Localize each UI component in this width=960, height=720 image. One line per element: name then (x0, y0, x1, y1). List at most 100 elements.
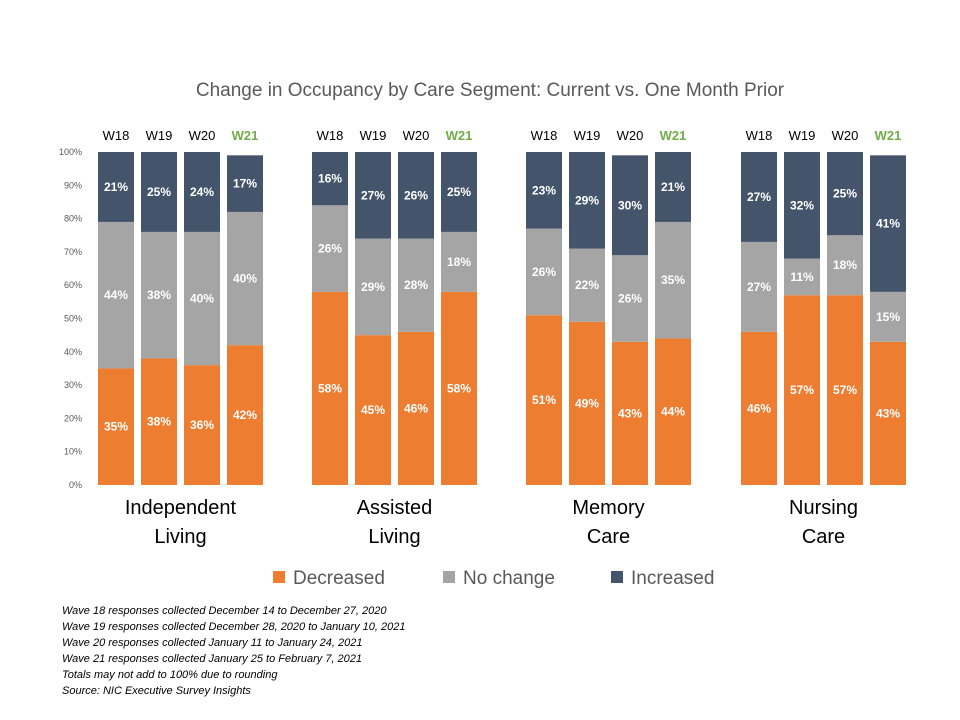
wave-label: W18 (103, 128, 130, 143)
y-tick-label: 80% (64, 214, 82, 224)
bar-data-label: 38% (147, 415, 171, 429)
group-label: Living (154, 526, 206, 548)
y-tick-label: 30% (64, 380, 82, 390)
bar-data-label: 29% (575, 193, 599, 207)
bar-segment-increased (741, 152, 777, 242)
bar-segment-no-change (741, 241, 777, 332)
bar-data-label: 27% (747, 190, 771, 204)
bar-segment-increased (441, 152, 477, 232)
bar-data-label: 21% (661, 180, 685, 194)
bar-data-label: 27% (747, 280, 771, 294)
bar-segment-decreased (312, 291, 348, 485)
y-tick-label: 90% (64, 180, 82, 190)
bar-data-label: 38% (147, 288, 171, 302)
wave-label: W21 (875, 128, 902, 143)
y-tick-label: 50% (64, 314, 82, 324)
bar-data-label: 11% (790, 270, 814, 284)
bar-segment-decreased (827, 295, 863, 485)
legend-label: Decreased (293, 568, 385, 589)
wave-label: W20 (617, 128, 644, 143)
bar-data-label: 18% (447, 255, 471, 269)
group-label: Care (587, 526, 630, 548)
bar-segment-no-change (526, 228, 562, 316)
bar-data-label: 32% (790, 198, 814, 212)
y-axis: 0% 10% 20% 30% 40% 50% 60% 70% 80% 90% 100% (59, 147, 82, 490)
bar-segment-no-change (569, 248, 605, 322)
bar-data-label: 45% (361, 403, 385, 417)
bar-segment-decreased (184, 365, 220, 485)
y-tick-label: 100% (59, 147, 82, 157)
bar-data-label: 58% (318, 381, 342, 395)
bar-segment-increased (569, 152, 605, 249)
bar-data-label: 18% (833, 258, 857, 272)
bar-segment-no-change (784, 258, 820, 296)
bar-segment-no-change (312, 205, 348, 292)
legend-swatch (443, 571, 455, 583)
bar-segment-decreased (98, 368, 134, 485)
bar-segment-decreased (227, 345, 263, 485)
bar-segment-no-change (141, 231, 177, 359)
group-label: Living (368, 526, 420, 548)
wave-label: W21 (660, 128, 687, 143)
bar-segment-increased (655, 152, 691, 222)
bar-data-label: 26% (618, 292, 642, 306)
footnote-wave20: Wave 20 responses collected January 11 t… (62, 637, 363, 649)
bar-segment-increased (312, 152, 348, 206)
bar-segment-no-change (98, 221, 134, 369)
wave-label: W20 (832, 128, 859, 143)
bar-data-label: 44% (661, 405, 685, 419)
bar-segment-decreased (612, 341, 648, 485)
group-label: Assisted (357, 497, 433, 519)
bar-data-label: 26% (532, 265, 556, 279)
bar-data-label: 40% (190, 292, 214, 306)
bar-segment-no-change (355, 238, 391, 336)
bar-data-label: 49% (575, 396, 599, 410)
bar-segment-decreased (569, 321, 605, 485)
bar-data-label: 27% (361, 188, 385, 202)
bar-segment-decreased (441, 291, 477, 485)
group-labels: Independent Living Assisted Living Memory Car… (125, 497, 858, 548)
bar-data-label: 57% (833, 383, 857, 397)
wave-label: W19 (360, 128, 387, 143)
bar-segment-increased (398, 152, 434, 239)
footnote-wave18: Wave 18 responses collected December 14 … (62, 605, 387, 617)
bar-data-label: 29% (361, 280, 385, 294)
bar-segment-decreased (655, 338, 691, 485)
bar-segment-increased (827, 152, 863, 236)
bar-data-label: 21% (104, 180, 128, 194)
bar-data-label: 35% (104, 420, 128, 434)
bar-segment-no-change (655, 221, 691, 339)
group-label: Independent (125, 497, 237, 519)
footnote-wave21: Wave 21 responses collected January 25 t… (62, 653, 363, 665)
bar-segment-increased (227, 155, 263, 212)
wave-label: W21 (446, 128, 473, 143)
bar-segment-no-change (827, 235, 863, 296)
bar-segment-decreased (398, 331, 434, 485)
bar-data-label: 36% (190, 418, 214, 432)
bar-data-label: 25% (147, 185, 171, 199)
bar-data-label: 23% (532, 183, 556, 197)
footnote-source: Source: NIC Executive Survey Insights (62, 685, 251, 697)
bar-segment-decreased (870, 341, 906, 485)
bar-data-label: 40% (233, 272, 257, 286)
legend-label: No change (463, 568, 555, 589)
y-tick-label: 60% (64, 280, 82, 290)
bars: 35% 44% 21% 38% 38% 25% 36% 40% 24% 42% 40% 17% 58% 2… (98, 152, 906, 485)
bar-segment-decreased (526, 315, 562, 485)
bar-data-label: 28% (404, 278, 428, 292)
bar-segment-increased (141, 152, 177, 232)
bar-segment-no-change (398, 238, 434, 332)
bar-segment-decreased (784, 295, 820, 485)
wave-label: W21 (232, 128, 259, 143)
wave-label: W18 (746, 128, 773, 143)
bar-segment-increased (98, 152, 134, 222)
footnotes: Wave 18 responses collected December 14 … (62, 603, 405, 699)
bar-segment-increased (184, 152, 220, 232)
bar-segment-no-change (612, 255, 648, 342)
bar-data-label: 43% (618, 406, 642, 420)
bar-data-label: 25% (833, 187, 857, 201)
bar-data-label: 15% (876, 310, 900, 324)
y-tick-label: 10% (64, 447, 82, 457)
bar-data-label: 43% (876, 406, 900, 420)
